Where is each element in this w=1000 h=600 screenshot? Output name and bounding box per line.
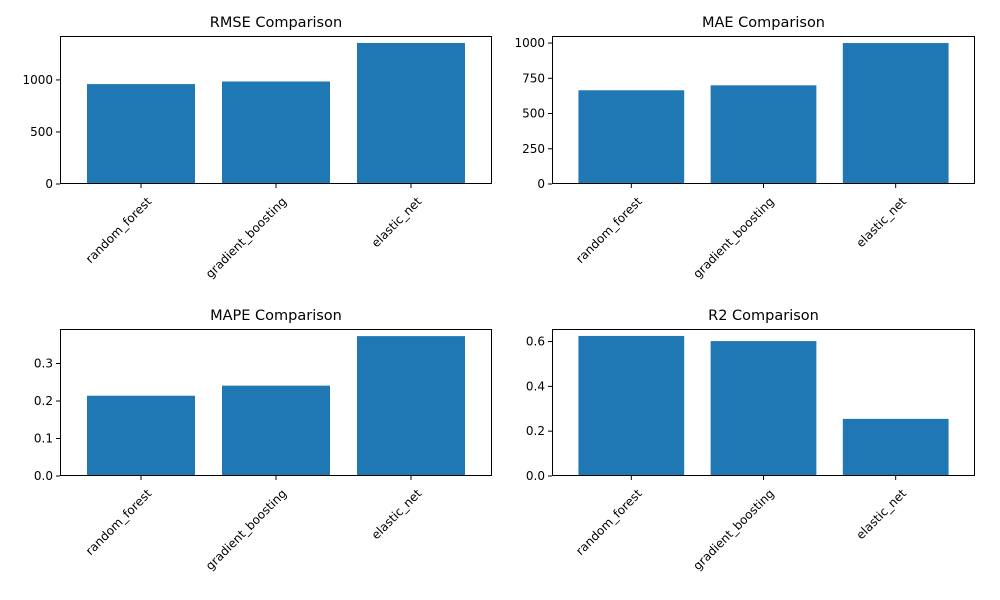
- mape-bar-random-forest: [87, 395, 195, 476]
- rmse-ytick-label: 0: [45, 177, 53, 191]
- mae-title: MAE Comparison: [702, 15, 825, 31]
- r2-ytick-label: 0.0: [526, 469, 545, 483]
- r2-ytick-label: 0.2: [526, 424, 545, 438]
- r2-bar-random-forest: [578, 335, 685, 476]
- r2-axes-frame: [552, 329, 975, 476]
- mape-bar-gradient-boosting: [222, 385, 330, 477]
- mae-ytick-label: 500: [522, 107, 545, 121]
- r2-ytick-label: 0.4: [526, 379, 545, 393]
- mae-ytick-label: 0: [537, 177, 545, 191]
- rmse-bar-elastic-net: [357, 42, 465, 184]
- mape-ytick-label: 0.2: [34, 394, 53, 408]
- mape-axes-frame: [60, 329, 492, 476]
- mape-ytick-label: 0.3: [34, 357, 53, 371]
- r2-bar-gradient-boosting: [710, 341, 817, 476]
- r2-title: R2 Comparison: [708, 308, 819, 324]
- rmse-title: RMSE Comparison: [210, 15, 342, 31]
- mae-axes-frame: [552, 36, 975, 184]
- mae-bar-random-forest: [578, 90, 685, 184]
- mae-bar-elastic-net: [842, 43, 949, 184]
- mae-ytick-label: 750: [522, 71, 545, 85]
- mae-ytick-label: 1000: [514, 36, 545, 50]
- mae-ytick-label: 250: [522, 142, 545, 156]
- mape-title: MAPE Comparison: [210, 308, 342, 324]
- mape-ytick-label: 0.1: [34, 432, 53, 446]
- rmse-ytick-label: 500: [30, 125, 53, 139]
- mae-bar-gradient-boosting: [710, 85, 817, 184]
- r2-ytick-label: 0.6: [526, 335, 545, 349]
- rmse-axes-frame: [60, 36, 492, 184]
- rmse-ytick-label: 1000: [22, 73, 53, 87]
- rmse-bar-gradient-boosting: [222, 81, 330, 184]
- rmse-bar-random-forest: [87, 84, 195, 184]
- r2-bar-elastic-net: [842, 418, 949, 476]
- mape-ytick-label: 0.0: [34, 469, 53, 483]
- mape-bar-elastic-net: [357, 336, 465, 477]
